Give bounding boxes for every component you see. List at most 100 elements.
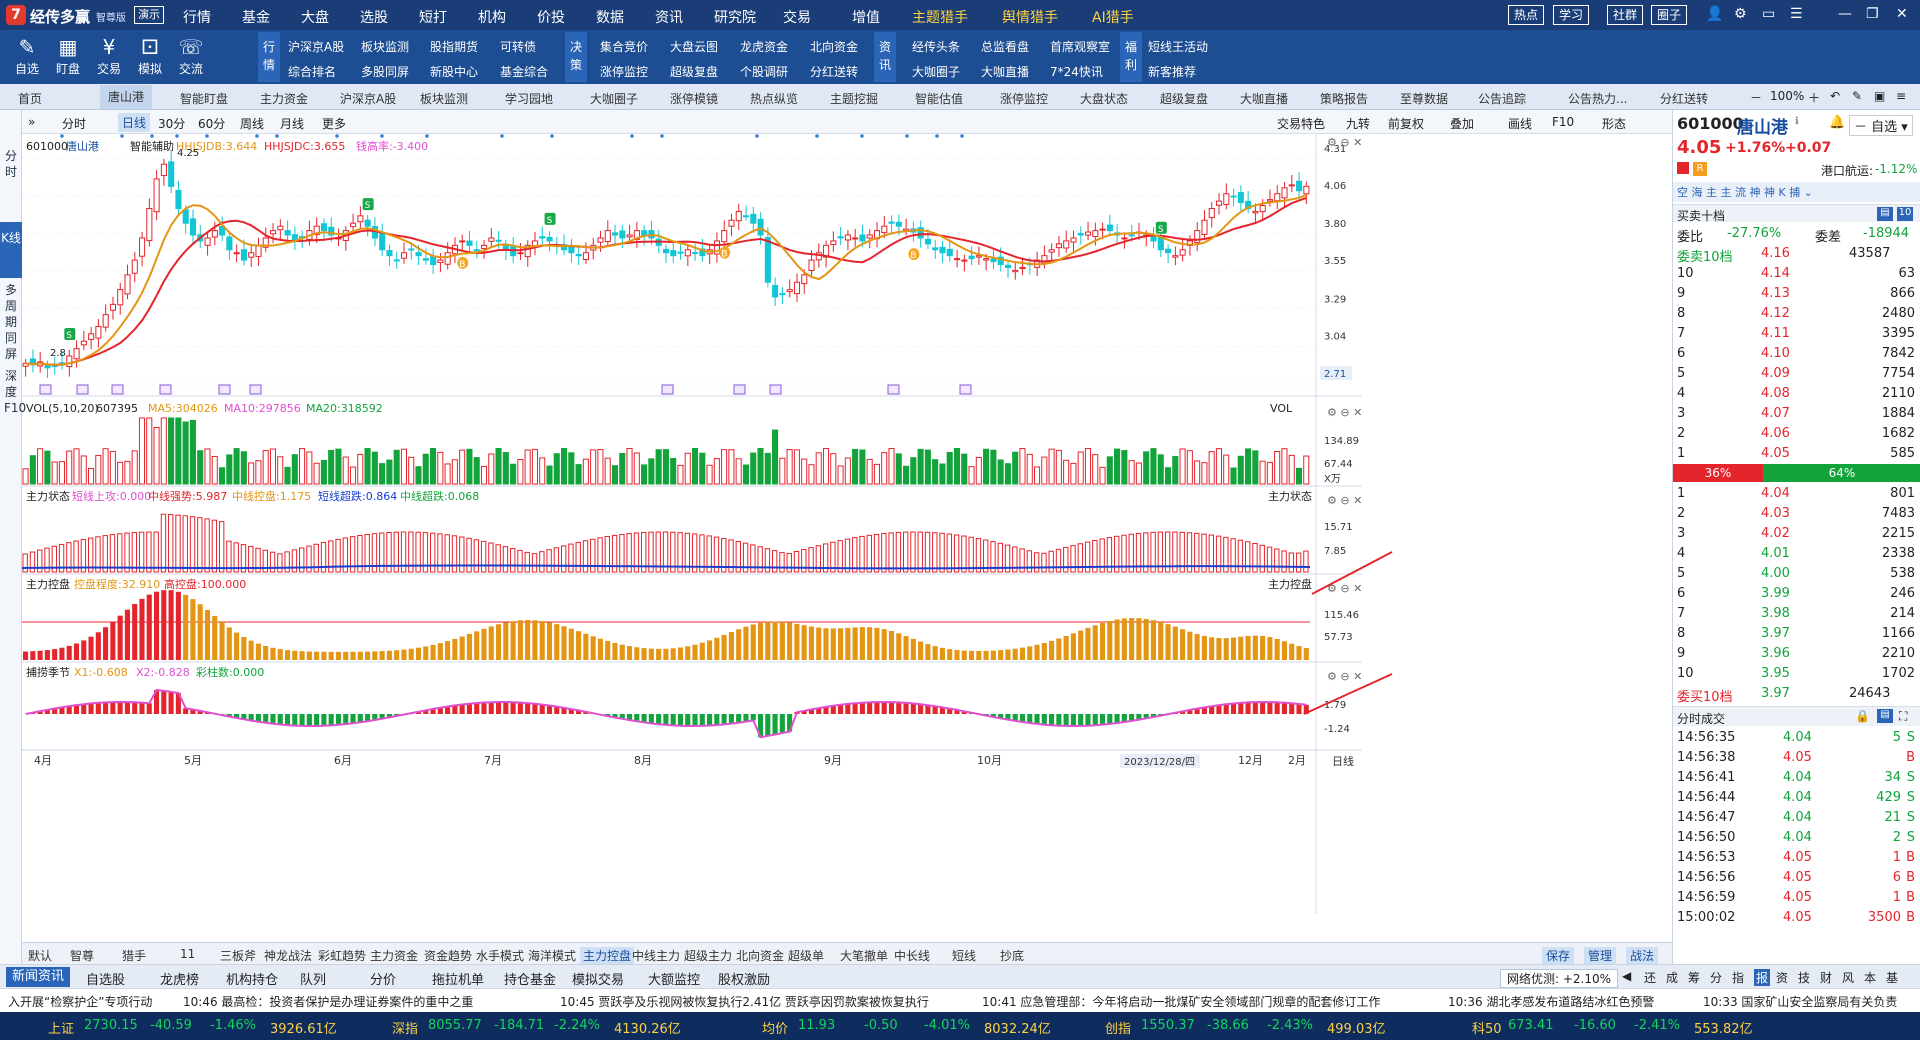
template-tab-18[interactable]: 短线 [952,949,977,963]
menu-13[interactable]: 舆情猎手 [1002,10,1058,26]
layout-icon[interactable]: ▭ [1762,6,1776,22]
info-tab-3[interactable]: 机构持仓 [226,973,279,988]
menu-1[interactable]: 基金 [242,10,270,26]
news-item-1[interactable]: 10:46 最高检：投资者保护是办理证券案件的重中之重 [183,995,474,1009]
menu-5[interactable]: 机构 [478,10,506,26]
community-button[interactable]: 社群 [1607,5,1644,25]
mini-tab-6[interactable]: 资 [1776,971,1789,985]
prev-icon[interactable]: ◀ [1622,969,1632,983]
tab-14[interactable]: 超级复盘 [1160,92,1209,106]
toolbar-link-10-b[interactable]: 7*24快讯 [1050,65,1103,79]
tool-2[interactable]: ¥ 交易 [86,34,132,77]
menu-6[interactable]: 价投 [537,10,565,26]
menu-14[interactable]: AI猎手 [1092,10,1134,26]
tab-16[interactable]: 策略报告 [1320,92,1369,106]
tool-3[interactable]: ⚀ 模拟 [127,34,173,77]
tool-0[interactable]: ✎ 自选 [4,34,50,77]
toolbar-link-0-a[interactable]: 沪深京A股 [288,40,345,54]
news-item-5[interactable]: 10:33 国家矿山安全监察局有关负责 [1703,995,1898,1009]
menu-11[interactable]: 增值 [852,10,880,26]
template-tab-5[interactable]: 神龙战法 [264,949,313,963]
nav-multi-period[interactable]: 多周期同屏 [4,282,18,362]
toolbar-link-7-a[interactable]: 北向资金 [810,40,859,54]
toolbar-link-2-a[interactable]: 股指期货 [430,40,479,54]
orderbook-mode-icon[interactable]: ▤ [1877,207,1893,221]
toolbar-link-1-b[interactable]: 多股同屏 [361,65,410,79]
toolbar-link-10-a[interactable]: 首席观察室 [1050,40,1111,54]
nav-kline[interactable]: K线 [0,222,22,278]
hot-button[interactable]: 热点 [1508,5,1545,25]
index-name-1[interactable]: 深指 [392,1022,419,1037]
template-tab-9[interactable]: 水手模式 [476,949,525,963]
chart-tool-0[interactable]: 交易特色 [1277,117,1326,131]
zoom-out-icon[interactable]: － [1750,91,1763,105]
template-tab-11[interactable]: 主力控盘 [580,947,635,964]
mini-tab-10[interactable]: 本 [1864,971,1877,985]
tab-0[interactable]: 首页 [18,92,43,106]
menu-3[interactable]: 选股 [360,10,388,26]
period-5[interactable]: 月线 [280,117,305,131]
template-action-1[interactable]: 管理 [1584,947,1617,964]
undo-icon[interactable]: ↶ [1830,89,1841,103]
edit-icon[interactable]: ✎ [1852,89,1863,103]
mini-tab-3[interactable]: 分 [1710,971,1723,985]
index-name-2[interactable]: 均价 [762,1022,789,1037]
toolbar-link-1-a[interactable]: 板块监测 [361,40,410,54]
toolbar-link-6-b[interactable]: 个股调研 [740,65,789,79]
settings-icon[interactable]: ⚙ [1734,6,1747,22]
lock-icon[interactable]: 🔒 [1855,709,1870,723]
tab-8[interactable]: 涨停模镜 [670,92,719,106]
info-tab-8[interactable]: 模拟交易 [572,973,625,988]
template-tab-12[interactable]: 中线主力 [632,949,681,963]
template-action-2[interactable]: 战法 [1626,947,1659,964]
info-tab-5[interactable]: 分价 [370,973,397,988]
mini-tab-11[interactable]: 基 [1886,971,1899,985]
chart-tool-5[interactable]: F10 [1552,115,1575,129]
tab-1[interactable]: 唐山港 [100,85,153,109]
chart-tool-2[interactable]: 前复权 [1388,117,1425,131]
expand-icon[interactable]: ⛶ [1899,709,1908,723]
tool-1[interactable]: ▦ 盯盘 [45,34,91,77]
index-name-3[interactable]: 创指 [1105,1022,1132,1037]
tab-15[interactable]: 大咖直播 [1240,92,1289,106]
toolbar-link-3-b[interactable]: 基金综合 [500,65,549,79]
template-tab-1[interactable]: 智尊 [70,949,95,963]
sector-label[interactable]: 港口航运: [1821,164,1874,178]
info-tab-9[interactable]: 大额监控 [648,973,701,988]
template-tab-14[interactable]: 北向资金 [736,949,785,963]
save-icon[interactable]: ▣ [1874,89,1886,103]
zoom-in-icon[interactable]: ＋ [1808,91,1821,105]
tab-13[interactable]: 大盘状态 [1080,92,1129,106]
toolbar-link-7-b[interactable]: 分红送转 [810,65,859,79]
tab-10[interactable]: 主题挖掘 [830,92,879,106]
template-action-0[interactable]: 保存 [1542,947,1575,964]
toolbar-link-5-b[interactable]: 超级复盘 [670,65,719,79]
minimize-icon[interactable]: — [1838,6,1852,22]
index-name-0[interactable]: 上证 [48,1022,75,1037]
info-tab-10[interactable]: 股权激励 [718,973,771,988]
period-4[interactable]: 周线 [240,117,265,131]
toolbar-link-6-a[interactable]: 龙虎资金 [740,40,789,54]
tab-9[interactable]: 热点纵览 [750,92,799,106]
period-3[interactable]: 60分 [198,117,226,131]
mini-tab-8[interactable]: 财 [1820,971,1833,985]
template-tab-17[interactable]: 中长线 [894,949,931,963]
tab-4[interactable]: 沪深京A股 [340,92,397,106]
toolbar-link-4-b[interactable]: 涨停监控 [600,65,649,79]
template-tab-15[interactable]: 超级单 [788,949,825,963]
toolbar-link-11-a[interactable]: 短线王活动 [1148,40,1209,54]
template-tab-16[interactable]: 大笔撤单 [840,949,889,963]
tab-20[interactable]: 分红送转 [1660,92,1709,106]
tab-2[interactable]: 智能盯盘 [180,92,229,106]
tab-17[interactable]: 至尊数据 [1400,92,1449,106]
toolbar-link-8-a[interactable]: 经传头条 [912,40,961,54]
orderbook-ten-icon[interactable]: 10 [1897,207,1913,221]
restore-icon[interactable]: ❐ [1866,6,1879,22]
info-tab-6[interactable]: 拖拉机单 [432,973,485,988]
tab-18[interactable]: 公告追踪 [1478,92,1527,106]
toolbar-link-2-b[interactable]: 新股中心 [430,65,479,79]
news-item-3[interactable]: 10:41 应急管理部：今年将启动一批煤矿安全领域部门规章的配套修订工作 [982,995,1381,1009]
period-1[interactable]: 日线 [118,113,151,132]
template-tab-7[interactable]: 主力资金 [370,949,419,963]
menu-12[interactable]: 主题猎手 [912,10,968,26]
